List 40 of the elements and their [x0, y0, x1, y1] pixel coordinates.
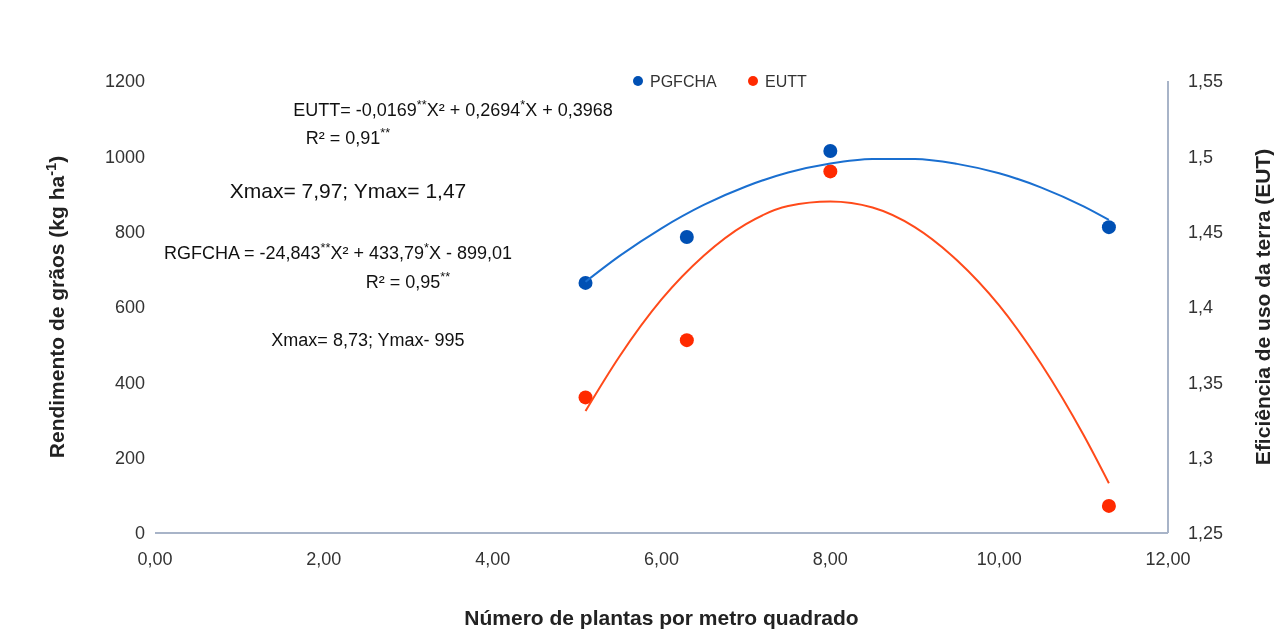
point	[578, 390, 593, 405]
annotation: Xmax= 8,73; Ymax- 995	[271, 330, 465, 350]
line-series	[584, 200, 1110, 485]
point	[679, 333, 694, 348]
point	[679, 229, 694, 244]
annotation: R² = 0,91$^{**}$	[305, 126, 391, 148]
y2-tick-label: 1,55	[1188, 71, 1224, 92]
x-tick-label: 6,00	[643, 549, 680, 569]
x-tick-label: 10,00	[976, 549, 1022, 569]
x-tick-label: 0,00	[137, 549, 173, 569]
y2-tick-label: 1,25	[1188, 523, 1224, 544]
point	[823, 164, 838, 179]
x-tick-label: 12,00	[1145, 549, 1191, 569]
annotation: EUTT= -0,0169$^{**}$X² + 0,2694$^{*}$X + 0,3968	[293, 98, 613, 120]
y-tick-label: 400	[114, 372, 145, 393]
annotation: RGFCHA = -24,843$^{**}$X² + 433,79$^{*}$X - 899,01	[164, 241, 512, 263]
annotation: R² = 0,95$^{**}$	[365, 270, 451, 292]
y-tick-label: 1000	[104, 146, 145, 167]
annotation: Xmax= 7,97; Ymax= 1,47	[229, 179, 467, 202]
x-axis-title: Número de plantas por metro quadrado	[464, 606, 859, 629]
legend-label: PGFCHA	[650, 72, 717, 90]
y-tick-label: 200	[114, 447, 145, 468]
y2-tick-label: 1,35	[1188, 372, 1224, 393]
y2-tick-label: 1,45	[1188, 221, 1224, 242]
y-tick-label: 1200	[104, 71, 145, 92]
y-tick-label: 0	[134, 523, 145, 544]
x-tick-label: 8,00	[812, 549, 848, 569]
x-tick-label: 2,00	[306, 549, 342, 569]
point	[1101, 498, 1116, 513]
point	[578, 275, 593, 290]
y2-tick-label: 1,5	[1188, 146, 1214, 167]
legend-label: EUTT	[765, 72, 807, 90]
y2-tick-label: 1,4	[1188, 297, 1214, 318]
point	[823, 144, 838, 159]
y-tick-label: 600	[114, 297, 145, 318]
y2-axis-title: Eficiência de uso da terra (EUT)	[1251, 148, 1274, 466]
x-tick-label: 4,00	[475, 549, 511, 569]
y-tick-label: 800	[114, 221, 145, 242]
point	[1101, 220, 1116, 235]
y2-tick-label: 1,3	[1188, 447, 1214, 468]
